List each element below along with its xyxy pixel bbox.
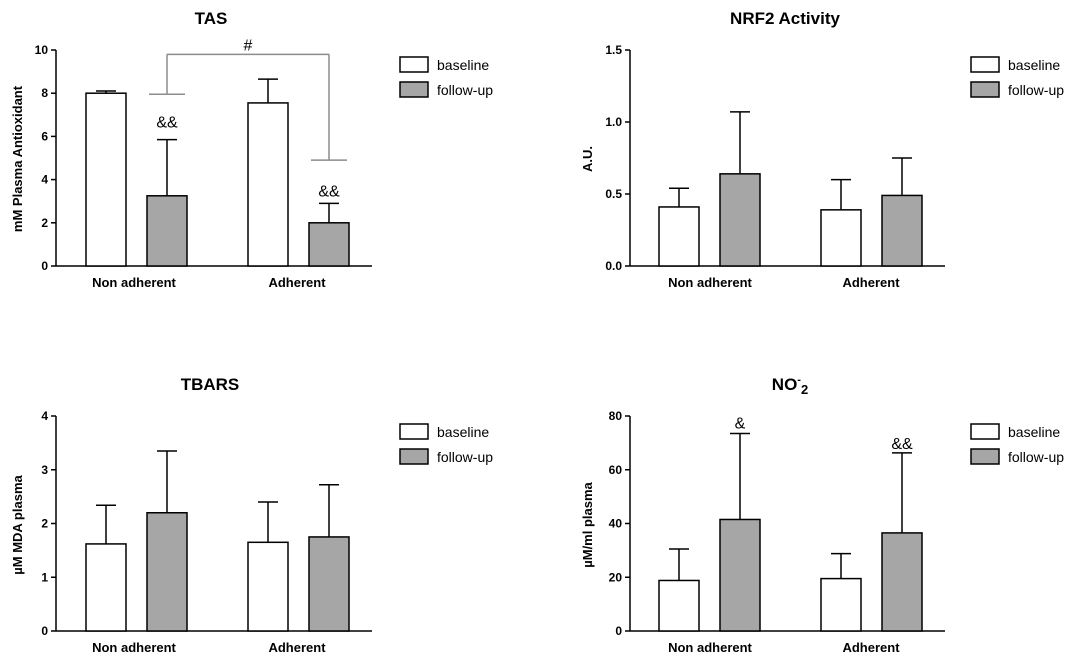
legend-label-follow-up: follow-up bbox=[1008, 449, 1064, 465]
legend-label-baseline: baseline bbox=[437, 57, 489, 73]
panel-tbars: 0 1 2 3 4 TBARS µM MDA plasma Non adherent A… bbox=[10, 375, 493, 655]
y-tick-label: 8 bbox=[41, 86, 48, 100]
y-tick-label: 0 bbox=[41, 624, 48, 638]
legend: baseline follow-up bbox=[970, 56, 1064, 98]
y-axis-label: mM Plasma Antioxidant bbox=[10, 85, 25, 232]
y-tick-label: 10 bbox=[35, 43, 49, 57]
bar-baseline bbox=[658, 206, 700, 267]
chart-title: NRF2 Activity bbox=[730, 9, 840, 28]
y-tick-label: 4 bbox=[41, 409, 48, 423]
x-category-label: Adherent bbox=[842, 275, 900, 290]
y-tick-label: 2 bbox=[41, 517, 48, 531]
significance-mark: && bbox=[891, 436, 913, 453]
bar-follow-up bbox=[881, 194, 923, 267]
x-category-label: Non adherent bbox=[668, 275, 752, 290]
bar-follow-up bbox=[719, 518, 761, 632]
y-axis-label: µM/ml plasma bbox=[580, 481, 595, 567]
y-tick-label: 6 bbox=[41, 129, 48, 143]
legend-label-baseline: baseline bbox=[1008, 57, 1060, 73]
chart-title: TBARS bbox=[181, 375, 240, 394]
y-tick-label: 80 bbox=[609, 409, 623, 423]
bar-follow-up bbox=[146, 195, 188, 267]
y-tick-label: 1 bbox=[41, 570, 48, 584]
y-tick-label: 1.5 bbox=[605, 43, 622, 57]
y-tick-label: 0.5 bbox=[605, 187, 622, 201]
legend-swatch-baseline bbox=[399, 423, 429, 440]
bar-baseline bbox=[85, 543, 127, 632]
bar-follow-up bbox=[308, 536, 350, 632]
legend-swatch-baseline bbox=[970, 56, 1000, 73]
legend: baseline follow-up bbox=[399, 423, 493, 465]
legend-label-baseline: baseline bbox=[1008, 424, 1060, 440]
legend: baseline follow-up bbox=[970, 423, 1064, 465]
bracket-label: # bbox=[244, 37, 253, 54]
legend-label-follow-up: follow-up bbox=[437, 449, 493, 465]
legend-swatch-follow-up bbox=[399, 81, 429, 98]
x-category-label: Non adherent bbox=[92, 275, 176, 290]
x-category-label: Adherent bbox=[268, 640, 326, 655]
significance-mark: & bbox=[735, 416, 746, 433]
x-category-label: Adherent bbox=[268, 275, 326, 290]
legend-swatch-follow-up bbox=[970, 448, 1000, 465]
significance-mark: && bbox=[318, 183, 340, 200]
panel-nrf2: 0.0 0.5 1.0 1.5 NRF2 Activity A.U. Non adhe… bbox=[580, 9, 1064, 290]
bar-baseline bbox=[658, 579, 700, 632]
y-tick-label: 4 bbox=[41, 173, 48, 187]
chart-title: TAS bbox=[195, 9, 228, 28]
x-category-label: Non adherent bbox=[92, 640, 176, 655]
bar-baseline bbox=[820, 577, 862, 632]
legend-swatch-follow-up bbox=[399, 448, 429, 465]
y-tick-label: 0 bbox=[41, 259, 48, 273]
legend-label-follow-up: follow-up bbox=[437, 82, 493, 98]
legend-label-baseline: baseline bbox=[437, 424, 489, 440]
bar-follow-up bbox=[881, 532, 923, 632]
bar-baseline bbox=[247, 102, 289, 267]
legend-swatch-baseline bbox=[399, 56, 429, 73]
y-tick-label: 0 bbox=[615, 624, 622, 638]
y-tick-label: 1.0 bbox=[605, 115, 622, 129]
bar-baseline bbox=[247, 541, 289, 632]
legend: baseline follow-up bbox=[399, 56, 493, 98]
bar-follow-up bbox=[719, 173, 761, 267]
x-category-label: Adherent bbox=[842, 640, 900, 655]
y-tick-label: 40 bbox=[609, 517, 623, 531]
legend-swatch-baseline bbox=[970, 423, 1000, 440]
bar-baseline bbox=[820, 209, 862, 267]
y-axis-label: A.U. bbox=[580, 146, 595, 172]
bar-follow-up bbox=[146, 512, 188, 632]
x-category-label: Non adherent bbox=[668, 640, 752, 655]
y-tick-label: 0.0 bbox=[605, 259, 622, 273]
legend-swatch-follow-up bbox=[970, 81, 1000, 98]
significance-mark: && bbox=[156, 114, 178, 131]
legend-label-follow-up: follow-up bbox=[1008, 82, 1064, 98]
y-tick-label: 20 bbox=[609, 570, 623, 584]
bar-follow-up bbox=[308, 222, 350, 267]
bar-baseline bbox=[85, 92, 127, 267]
y-tick-label: 60 bbox=[609, 463, 623, 477]
y-axis-label: µM MDA plasma bbox=[10, 474, 25, 574]
panel-tas: 0 2 4 6 8 10 && && # TAS mM Plasma Antioxidant N… bbox=[10, 9, 493, 290]
chart-title: NO-2 bbox=[772, 374, 808, 397]
y-tick-label: 2 bbox=[41, 216, 48, 230]
y-tick-label: 3 bbox=[41, 463, 48, 477]
